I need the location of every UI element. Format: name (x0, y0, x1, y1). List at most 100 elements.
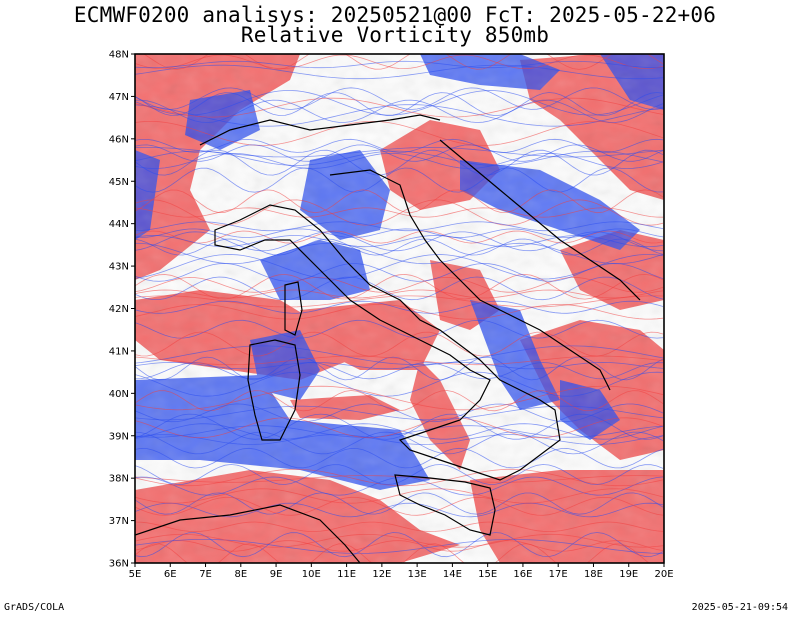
contour-line (135, 362, 664, 380)
contour-line (135, 405, 664, 421)
lat-tick-label: 38N (109, 474, 129, 485)
contour-line (135, 434, 664, 445)
balkan-coast (439, 139, 641, 301)
contour-line (135, 54, 664, 70)
lat-tick-label: 43N (109, 262, 129, 273)
contour-line (135, 476, 664, 496)
contour-line (135, 533, 664, 548)
lat-tick-label: 39N (109, 431, 129, 442)
contour-line (135, 540, 664, 552)
contour-line (135, 276, 664, 301)
lon-tick-label: 11E (337, 569, 356, 580)
contour-line (135, 230, 664, 244)
contour-line (135, 90, 664, 116)
contour-line (135, 87, 664, 110)
contour-line (135, 502, 664, 518)
software-credit: GrADS/COLA (4, 602, 65, 613)
contour-line (135, 97, 664, 118)
contour-line (135, 464, 664, 485)
lon-tick-label: 5E (129, 569, 142, 580)
contour-line (135, 221, 664, 232)
contour-lines (135, 54, 664, 563)
lon-tick-label: 20E (654, 569, 673, 580)
contour-line (135, 104, 664, 127)
lon-tick-label: 16E (513, 569, 532, 580)
lat-tick-label: 41N (109, 346, 129, 357)
lat-tick-label: 37N (109, 516, 129, 527)
contour-line (135, 361, 664, 370)
contour-line (135, 121, 664, 146)
contour-line (135, 289, 664, 299)
contour-line (135, 532, 664, 558)
contour-line (135, 403, 664, 423)
contour-line (135, 355, 664, 366)
axis-ticks: 5E 6E 7E 8E 9E 10E 11E 12E 13E 14E 15E 16E 17E 18E 19E… (109, 50, 674, 581)
lat-tick-label: 45N (109, 177, 129, 188)
contour-line (135, 304, 664, 320)
lat-tick-label: 44N (109, 219, 129, 230)
lat-tick-label: 40N (109, 389, 129, 400)
contour-line (135, 64, 664, 80)
contour-line (135, 425, 664, 438)
contour-line (135, 207, 664, 218)
contour-line (135, 60, 663, 69)
lon-tick-label: 17E (549, 569, 568, 580)
contour-line (135, 99, 664, 123)
coastlines (135, 114, 641, 563)
corsica (284, 281, 303, 336)
contour-line (135, 496, 664, 516)
contour-line (135, 385, 664, 411)
lon-tick-label: 10E (302, 569, 321, 580)
africa-coast (135, 504, 361, 563)
contour-line (135, 228, 664, 238)
vorticity-field (135, 54, 664, 563)
contour-line (135, 167, 664, 193)
contour-line (135, 345, 664, 366)
contour-line (135, 331, 664, 357)
contour-line (135, 149, 664, 176)
lon-tick-label: 9E (270, 569, 283, 580)
contour-line (135, 254, 664, 280)
lat-tick-label: 46N (109, 134, 129, 145)
contour-line (135, 263, 664, 282)
contour-line (135, 152, 664, 169)
contour-line (135, 238, 664, 256)
contour-line (135, 413, 664, 440)
lon-tick-label: 12E (372, 569, 391, 580)
contour-line (135, 468, 664, 487)
contour-line (135, 475, 664, 483)
contour-line (135, 300, 664, 314)
contour-line (135, 447, 664, 469)
lon-tick-label: 14E (443, 569, 462, 580)
adriatic-coast (329, 169, 611, 391)
contour-line (135, 390, 664, 412)
contour-line (135, 371, 664, 397)
chart-title: ECMWF0200 analisys: 20250521@00 FcT: 202… (73, 3, 717, 27)
lon-tick-label: 6E (164, 569, 177, 580)
contour-line (135, 521, 664, 533)
contour-line (135, 273, 664, 300)
sardinia (247, 339, 301, 441)
alps-border (199, 114, 441, 146)
contour-line (135, 543, 650, 563)
lat-tick-label: 48N (109, 50, 129, 61)
sicily (394, 474, 496, 536)
lat-tick-label: 47N (109, 92, 129, 103)
contour-line (135, 150, 664, 166)
contour-line (135, 356, 664, 381)
contour-line (135, 276, 664, 293)
lon-tick-label: 8E (234, 569, 247, 580)
generation-timestamp: 2025-05-21-09:54 (691, 602, 788, 613)
contour-line (135, 189, 664, 214)
contour-line (135, 492, 664, 515)
contour-line (135, 92, 664, 117)
italy-coastline (214, 204, 561, 481)
contour-line (135, 319, 664, 339)
lat-tick-label: 42N (109, 304, 129, 315)
chart-subtitle: Relative Vorticity 850mb (240, 23, 550, 47)
contour-line (135, 423, 664, 440)
lon-tick-label: 19E (619, 569, 638, 580)
lon-tick-label: 13E (408, 569, 427, 580)
contour-line (135, 138, 664, 153)
